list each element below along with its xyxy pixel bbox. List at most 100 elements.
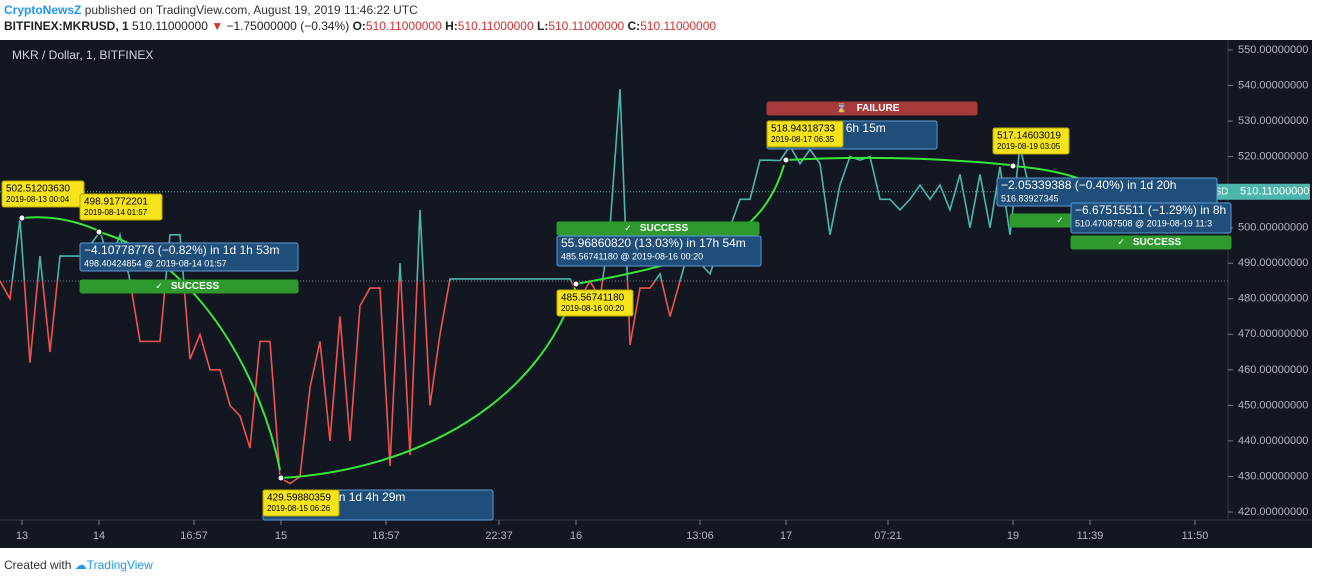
arrow bbox=[280, 287, 576, 479]
annotation-box bbox=[556, 289, 634, 317]
status-icon: ✓ bbox=[155, 281, 163, 291]
y-tick-label: 430.00000000 bbox=[1238, 470, 1308, 482]
y-tick-label: 530.00000000 bbox=[1238, 115, 1308, 127]
x-tick-label: 22:37 bbox=[485, 530, 513, 542]
annotation-text: FAILURE bbox=[857, 103, 900, 114]
annotation-text: SUCCESS bbox=[171, 281, 220, 292]
high: 510.11000000 bbox=[457, 19, 534, 33]
x-tick-label: 14 bbox=[93, 530, 105, 542]
x-tick-label: 11:50 bbox=[1182, 530, 1209, 542]
x-tick-label: 07:21 bbox=[874, 530, 902, 542]
x-tick-label: 16 bbox=[570, 530, 582, 542]
annotation-box bbox=[79, 193, 163, 221]
close: 510.11000000 bbox=[640, 19, 717, 33]
y-tick-label: 500.00000000 bbox=[1238, 222, 1308, 234]
status-icon: ✓ bbox=[624, 223, 632, 233]
symbol-line: BITFINEX:MKRUSD, 1 510.11000000 ▼ −1.750… bbox=[4, 19, 716, 33]
annotation-box bbox=[262, 489, 340, 517]
annotation-text: 498.40424854 @ 2019-08-14 01:57 bbox=[84, 258, 227, 268]
footer: Created with ☁TradingView bbox=[4, 558, 153, 572]
point-marker bbox=[782, 156, 790, 164]
annotation-box bbox=[556, 235, 762, 267]
x-tick-label: 13:06 bbox=[686, 530, 714, 542]
annotation-text: 516.83927345 bbox=[1001, 193, 1059, 203]
annotation-text: 2019-08-14 01:57 bbox=[84, 208, 148, 217]
annotation-text: 510.47087508 @ 2019-08-19 11:3 bbox=[1075, 218, 1212, 228]
annotation-box bbox=[1070, 235, 1232, 250]
y-tick-label: 550.00000000 bbox=[1238, 44, 1308, 56]
tv-brand: TradingView bbox=[86, 558, 153, 572]
annotation-text: 2019-08-16 00:20 bbox=[561, 304, 625, 313]
open-label: O: bbox=[352, 19, 366, 33]
chart-title: MKR / Dollar, 1, BITFINEX bbox=[12, 48, 153, 62]
annotation-box bbox=[556, 221, 760, 236]
annotation-text: 2019-08-19 03:05 bbox=[997, 142, 1061, 151]
arrow bbox=[21, 216, 98, 231]
annotation-text: 485.56741180 @ 2019-08-16 00:20 bbox=[561, 251, 703, 261]
chart: MKR / Dollar, 1, BITFINEX 420.00000000 43… bbox=[0, 40, 1312, 548]
y-tick-label: 440.00000000 bbox=[1238, 435, 1308, 447]
y-tick-label: 460.00000000 bbox=[1238, 364, 1308, 376]
annotation-text: 502.51203630 bbox=[6, 184, 70, 195]
annotation-box bbox=[79, 279, 299, 294]
over-layer: MKRUSD510.11000000−4.10778776 (−0.82%) i… bbox=[1, 101, 1310, 521]
close-label: C: bbox=[627, 19, 641, 33]
arrow bbox=[785, 156, 1011, 166]
y-tick-label: 490.00000000 bbox=[1238, 257, 1308, 269]
annotation-text: −2.05339388 (−0.40%) in 1d 20h bbox=[1001, 178, 1176, 192]
annotation-text: 485.56741180 bbox=[561, 293, 625, 304]
price-tag-value: 510.11000000 bbox=[1240, 186, 1310, 198]
annotation-box bbox=[1070, 202, 1232, 234]
point-marker bbox=[1009, 162, 1017, 170]
x-tick-label: 11:39 bbox=[1077, 530, 1104, 542]
x-tick-label: 15 bbox=[275, 530, 287, 542]
y-tick-label: 450.00000000 bbox=[1238, 399, 1308, 411]
annotation-box bbox=[79, 242, 299, 272]
annotation-text: SUCCESS bbox=[640, 223, 689, 234]
chart-bg bbox=[0, 40, 1312, 548]
x-tick-label: 16:57 bbox=[180, 530, 208, 542]
annotation-text: 517.14603019 bbox=[997, 131, 1061, 142]
status-icon: ⌛ bbox=[836, 102, 847, 113]
y-tick-label: 520.00000000 bbox=[1238, 151, 1308, 163]
annotation-box bbox=[992, 127, 1070, 155]
x-tick-label: 19 bbox=[1007, 530, 1019, 542]
annotation-text: 429.59880359 bbox=[267, 493, 331, 504]
high-label: H: bbox=[445, 19, 458, 33]
x-tick-label: 13 bbox=[16, 530, 28, 542]
point-marker bbox=[277, 474, 285, 482]
open: 510.11000000 bbox=[365, 19, 442, 33]
y-tick-label: 480.00000000 bbox=[1238, 293, 1308, 305]
y-tick-label: 540.00000000 bbox=[1238, 79, 1308, 91]
down-icon: ▼ bbox=[211, 19, 224, 33]
low-label: L: bbox=[536, 19, 549, 33]
header-line: CryptoNewsZ published on TradingView.com… bbox=[4, 3, 418, 17]
under-layer: 420.00000000 430.00000000 440.00000000 450.… bbox=[0, 44, 1308, 542]
y-tick-label: 470.00000000 bbox=[1238, 328, 1308, 340]
point-marker bbox=[95, 228, 103, 236]
status-icon: ✓ bbox=[1117, 237, 1125, 247]
annotation-text: SUCCESS bbox=[1133, 237, 1182, 248]
y-tick-label: 420.00000000 bbox=[1238, 506, 1308, 518]
annotation-text: 518.94318733 bbox=[771, 124, 835, 135]
status-icon: ✓ bbox=[1056, 215, 1064, 225]
annotation-text: 498.91772201 bbox=[84, 197, 148, 208]
created: Created with bbox=[4, 558, 72, 572]
annotation-text: 2019-08-17 06:35 bbox=[771, 135, 835, 144]
x-tick-label: 17 bbox=[780, 530, 792, 542]
low: 510.11000000 bbox=[548, 19, 625, 33]
annotation-text: 2019-08-15 06:26 bbox=[267, 504, 331, 513]
annotation-box bbox=[766, 120, 844, 148]
published: published on TradingView.com, August 19,… bbox=[84, 3, 418, 17]
point-marker bbox=[18, 214, 26, 222]
annotation-text: 2019-08-13 00:04 bbox=[6, 195, 70, 204]
x-tick-label: 18:57 bbox=[372, 530, 400, 542]
annotation-text: −4.10778776 (−0.82%) in 1d 1h 53m bbox=[84, 243, 279, 257]
change: −1.75000000 (−0.34%) bbox=[226, 19, 350, 33]
tv-logo: ☁ bbox=[74, 558, 87, 572]
last: 510.11000000 bbox=[132, 19, 208, 33]
brand: CryptoNewsZ bbox=[4, 3, 82, 17]
annotation-text: −6.67515511 (−1.29%) in 8h bbox=[1075, 203, 1226, 217]
point-marker bbox=[572, 280, 580, 288]
